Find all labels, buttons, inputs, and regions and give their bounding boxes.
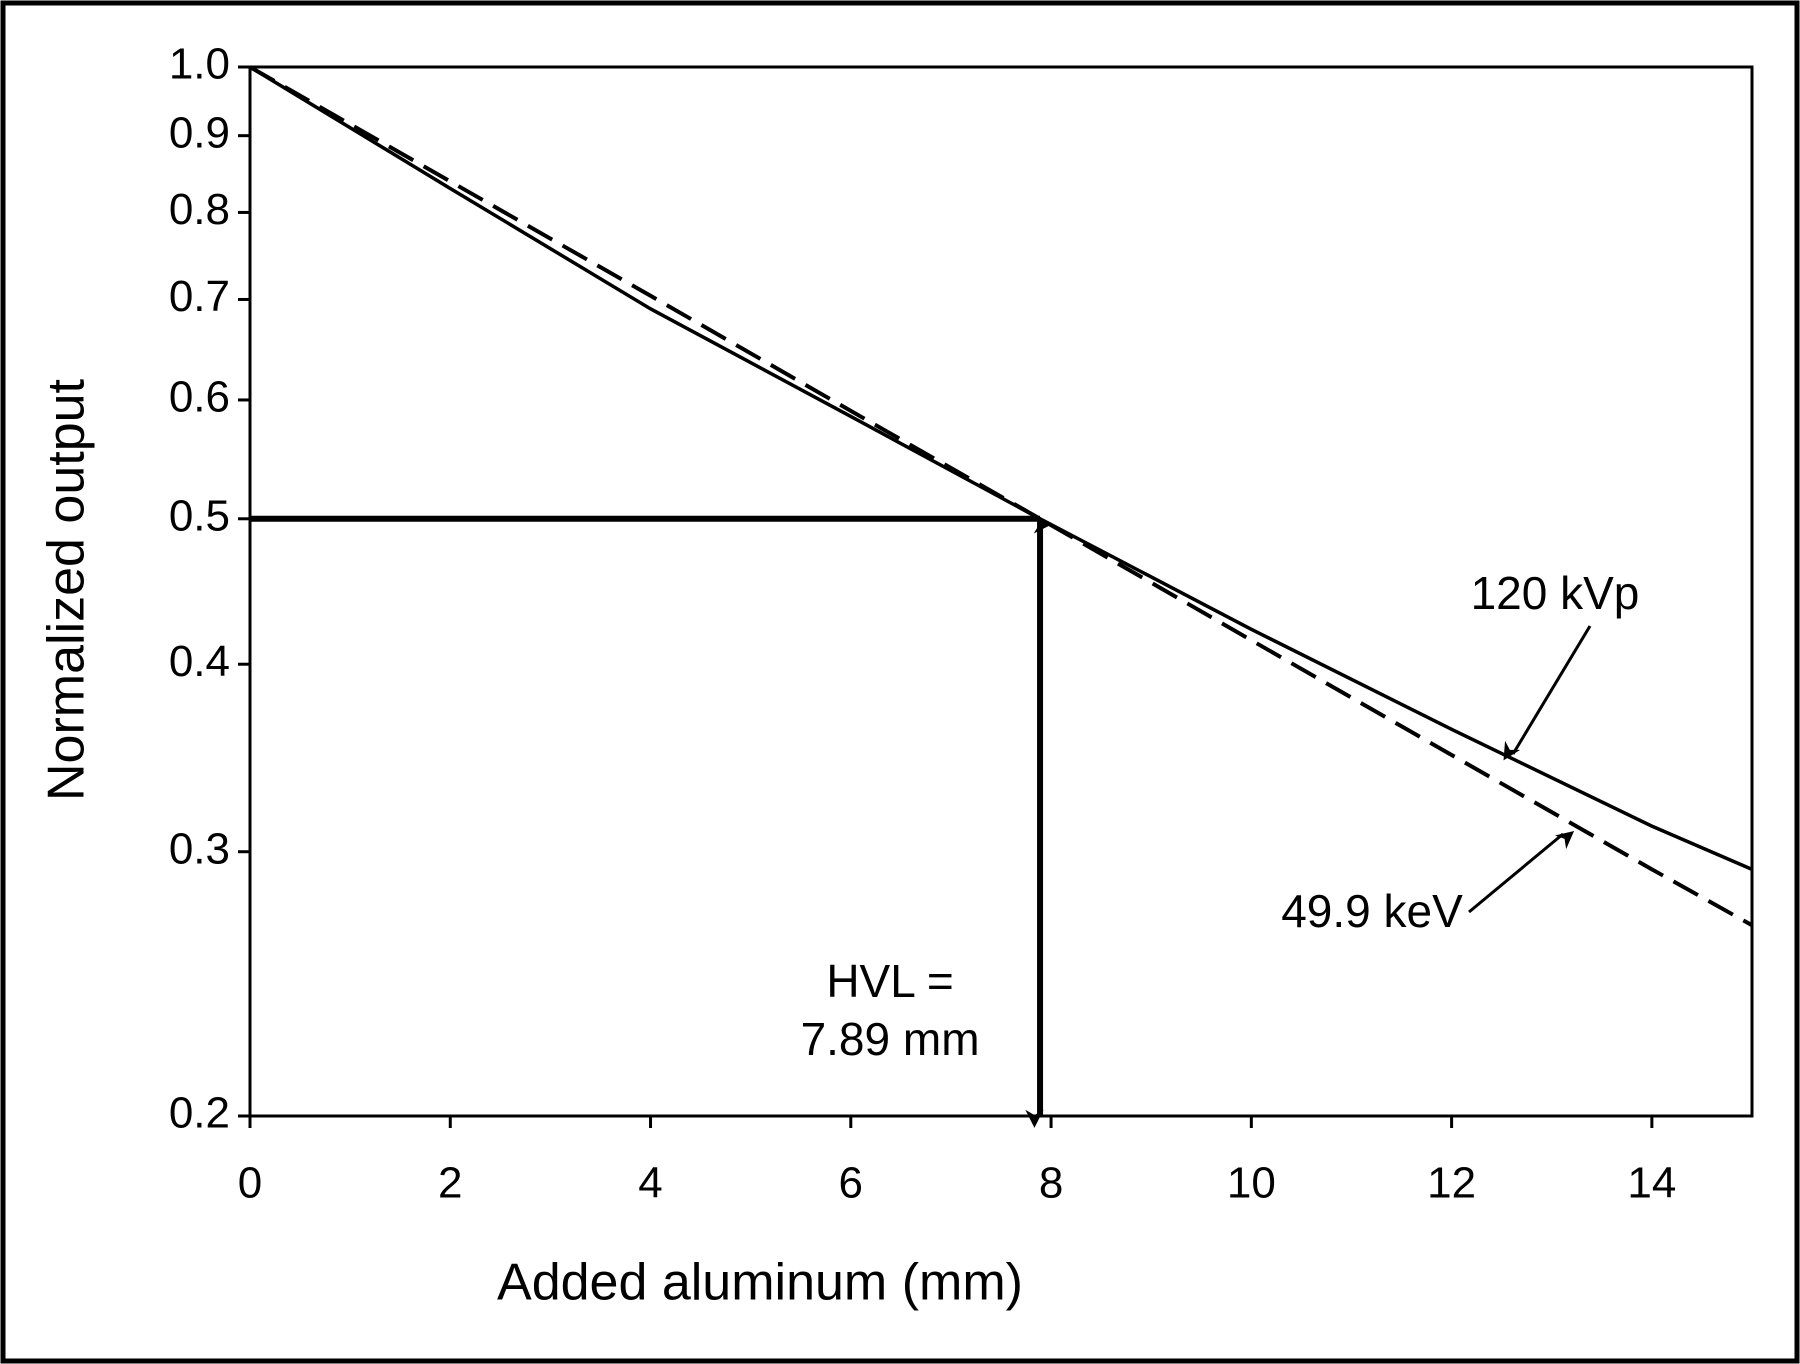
hvl-label: HVL = bbox=[826, 955, 953, 1007]
y-tick-label: 0.8 bbox=[169, 185, 230, 234]
y-tick-label: 0.3 bbox=[169, 824, 230, 873]
y-axis-title: Normalized output bbox=[38, 378, 96, 801]
y-tick-label: 0.4 bbox=[169, 637, 230, 686]
y-tick-label: 0.7 bbox=[169, 272, 230, 321]
x-axis-title: Added aluminum (mm) bbox=[497, 1254, 1023, 1312]
plot-area bbox=[248, 65, 1754, 1118]
x-tick-label: 2 bbox=[438, 1159, 462, 1208]
x-tick-label: 4 bbox=[638, 1159, 662, 1208]
x-tick-label: 10 bbox=[1227, 1159, 1276, 1208]
series-line bbox=[249, 65, 1753, 927]
y-tick-label: 1.0 bbox=[169, 40, 230, 89]
pointer-arrow bbox=[1503, 625, 1592, 761]
y-tick-label: 0.9 bbox=[169, 108, 230, 157]
pointer-arrow bbox=[1468, 831, 1575, 914]
x-tick-label: 14 bbox=[1627, 1159, 1676, 1208]
y-tick-label: 0.5 bbox=[169, 491, 230, 540]
series-label: 49.9 keV bbox=[1281, 885, 1463, 937]
y-tick-label: 0.6 bbox=[169, 373, 230, 422]
y-tick-label: 0.2 bbox=[169, 1089, 230, 1138]
series-label: 120 kVp bbox=[1471, 567, 1640, 619]
x-tick-label: 8 bbox=[1039, 1159, 1063, 1208]
x-tick-label: 0 bbox=[238, 1159, 262, 1208]
x-tick-label: 12 bbox=[1427, 1159, 1476, 1208]
hvl-label: 7.89 mm bbox=[801, 1013, 980, 1065]
x-tick-label: 6 bbox=[839, 1159, 863, 1208]
